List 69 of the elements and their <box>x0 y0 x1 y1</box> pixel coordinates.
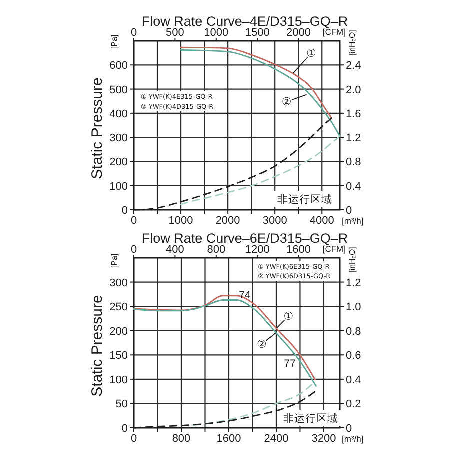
y-tick-label: 600 <box>110 60 128 72</box>
y-tick-label: 400 <box>110 108 128 120</box>
annotation: ② <box>256 338 267 352</box>
y2-tick-label: 0.4 <box>346 374 362 386</box>
x-tick-label: 0 <box>130 433 138 445</box>
y-tick-label: 100 <box>110 180 128 193</box>
x-tick-label: 4000 <box>310 215 334 227</box>
y2-axis-title: [inH₂O] <box>348 30 357 56</box>
y-tick-label: 50 <box>116 398 128 411</box>
chart-title: Flow Rate Curve–4E/D315–GQ–R <box>142 14 348 29</box>
y-axis-title: Static Pressure <box>89 295 106 397</box>
x-tick-label: 2400 <box>264 433 289 445</box>
y-axis-title: Static Pressure <box>89 78 106 180</box>
x2-axis-title: [CFM] <box>322 244 346 254</box>
y-tick-label: 200 <box>110 326 128 338</box>
x-tick-label: 1600 <box>216 433 242 445</box>
y-tick-label: 0 <box>122 423 128 435</box>
annotation: ① <box>284 310 294 324</box>
y2-tick-label: 1.2 <box>346 277 362 290</box>
text: [Pa] <box>110 254 119 268</box>
y2-tick-label: 1.2 <box>346 132 362 145</box>
x2-tick-label: 2000 <box>286 27 312 39</box>
text: [Pa] <box>110 34 119 50</box>
x2-tick-label: 1600 <box>286 244 312 256</box>
y2-tick-label: 2.4 <box>346 60 362 72</box>
x-tick-label: 0 <box>130 215 138 227</box>
chart-title: Flow Rate Curve–6E/D315–GQ–R <box>142 231 348 246</box>
y-tick-label: 300 <box>110 277 128 290</box>
y-tick-label: 150 <box>110 350 128 362</box>
line-series <box>180 136 341 206</box>
y2-tick-label: 0 <box>346 205 352 217</box>
y2-tick-label: 0.8 <box>346 326 362 338</box>
annotation: ① <box>306 47 316 60</box>
annotation: 非运行区域 <box>284 412 338 425</box>
annotation: 74 <box>239 289 251 302</box>
y2-tick-label: 0.4 <box>346 180 362 193</box>
y2-tick-label: 1.0 <box>346 302 362 314</box>
annotation: ② <box>282 96 292 109</box>
x2-tick-label: 1500 <box>245 27 270 39</box>
y-tick-label: 250 <box>110 302 128 314</box>
y-tick-label: 0 <box>122 205 128 217</box>
x2-axis-title: [CFM] <box>322 27 346 37</box>
x-tick-label: 800 <box>172 433 191 445</box>
y-tick-label: 200 <box>110 156 128 169</box>
x2-tick-label: 0 <box>130 27 138 39</box>
y2-tick-label: 0.2 <box>346 398 362 411</box>
x2-tick-label: 500 <box>166 27 184 39</box>
x-tick-label: 3000 <box>262 215 288 227</box>
y2-tick-label: 2.0 <box>346 84 362 96</box>
x2-tick-label: 800 <box>207 244 226 256</box>
y-tick-label: 100 <box>110 374 128 386</box>
x2-tick-label: 1000 <box>204 27 229 39</box>
y-tick-label: 300 <box>110 132 128 145</box>
annotation: 非运行区域 <box>278 193 332 206</box>
x-tick-label: 1000 <box>168 215 194 227</box>
y2-axis-title: [inH₂O] <box>348 247 357 273</box>
x-tick-label: 2000 <box>216 215 240 227</box>
y2-tick-label: 0.6 <box>346 350 362 362</box>
y2-tick-label: 1.6 <box>346 108 362 120</box>
x-tick-label: 3200 <box>312 433 336 445</box>
x-axis-title: [m³/h] <box>342 434 364 444</box>
x2-tick-label: 1200 <box>245 244 270 256</box>
y2-tick-label: 0 <box>346 423 352 435</box>
x2-tick-label: 0 <box>130 244 138 256</box>
y2-tick-label: 0.8 <box>346 156 362 169</box>
annotation: 77 <box>284 358 296 370</box>
x-axis-title: [m³/h] <box>342 216 364 226</box>
x2-tick-label: 400 <box>166 244 184 256</box>
y-tick-label: 500 <box>110 84 128 96</box>
